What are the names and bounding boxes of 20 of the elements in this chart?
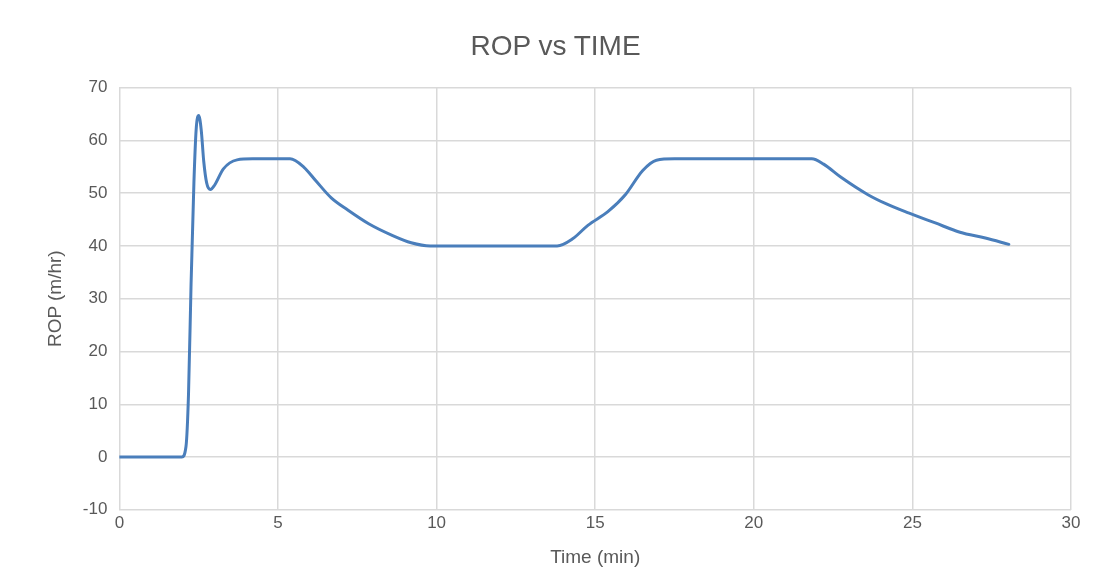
x-tick-label: 30 [1061, 512, 1081, 532]
chart-title: ROP vs TIME [470, 29, 641, 61]
y-tick-label: 10 [88, 393, 108, 413]
x-axis-title: Time (min) [550, 545, 641, 567]
y-tick-label: 40 [88, 235, 108, 255]
x-tick-label: 25 [902, 512, 922, 532]
y-tick-label: 70 [88, 77, 108, 97]
y-tick-label: 0 [97, 446, 108, 466]
y-tick-label: 20 [88, 341, 108, 361]
y-tick-label: 50 [88, 182, 108, 202]
y-tick-label: -10 [82, 499, 108, 519]
x-tick-label: 10 [427, 512, 447, 532]
y-axis-title: ROP (m/hr) [43, 250, 65, 348]
y-tick-label: 60 [88, 130, 108, 150]
y-tick-label: 30 [88, 288, 108, 308]
x-tick-label: 5 [273, 512, 283, 532]
line-series [119, 114, 1011, 459]
x-tick-label: 20 [744, 512, 764, 532]
x-tick-label: 15 [585, 512, 605, 532]
x-tick-label: 0 [114, 512, 125, 532]
